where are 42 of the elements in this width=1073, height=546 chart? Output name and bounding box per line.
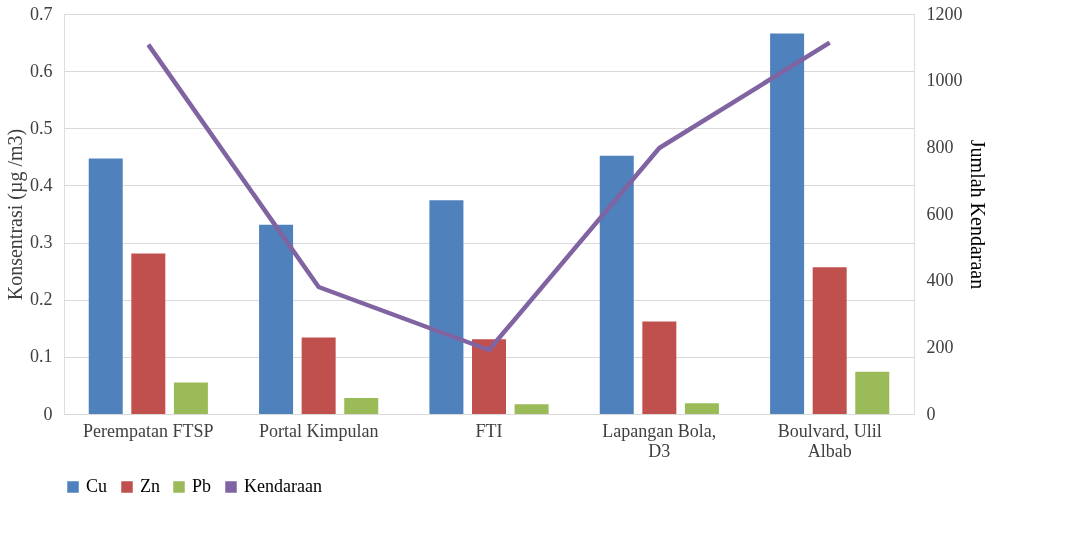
legend-label: Pb — [192, 476, 212, 496]
legend-label: Kendaraan — [244, 476, 322, 496]
y-axis-title: Konsentrasi (µg /m3) — [4, 128, 27, 301]
bar — [770, 33, 805, 414]
bar — [131, 253, 166, 414]
y2-tick-label: 600 — [926, 203, 954, 224]
legend-label: Zn — [140, 476, 160, 496]
bar — [429, 200, 464, 414]
x-tick-label: Perempatan FTSP — [83, 420, 214, 441]
bar — [684, 403, 719, 414]
y-tick-label: 0 — [43, 403, 53, 424]
y2-tick-label: 800 — [926, 136, 954, 157]
y-tick-label: 0.7 — [30, 3, 53, 24]
bar — [514, 404, 549, 414]
bar — [642, 321, 677, 414]
line-series — [146, 40, 832, 353]
bar — [472, 339, 506, 414]
y-tick-label: 0.1 — [30, 346, 53, 367]
legend-label: Cu — [86, 476, 108, 496]
y-tick-label: 0.5 — [30, 117, 53, 138]
bar — [344, 398, 379, 414]
y-tick-label: 0.2 — [30, 289, 53, 310]
x-tick-label: Boulvard, Ulil Albab — [777, 420, 882, 461]
bar — [301, 337, 336, 414]
x-tick-label: Portal Kimpulan — [258, 420, 379, 441]
y2-tick-label: 400 — [926, 270, 954, 291]
y2-tick-label: 1000 — [926, 70, 963, 91]
y2-tick-label: 1200 — [926, 3, 963, 24]
bar — [599, 155, 634, 414]
y2-tick-label: 0 — [926, 403, 936, 424]
y-tick-label: 0.6 — [30, 60, 53, 81]
y2-tick-label: 200 — [926, 336, 954, 357]
x-tick-label: FTI — [475, 420, 503, 441]
y-tick-label: 0.4 — [30, 174, 53, 195]
bar — [812, 267, 847, 414]
bar — [173, 382, 208, 414]
y-tick-label: 0.3 — [30, 232, 53, 253]
bar — [855, 371, 890, 414]
bar — [259, 224, 294, 414]
y2-axis-title: Jumlah Kendaraan — [966, 139, 989, 290]
bar — [88, 158, 123, 414]
x-tick-label: Lapangan Bola, D3 — [602, 420, 717, 461]
